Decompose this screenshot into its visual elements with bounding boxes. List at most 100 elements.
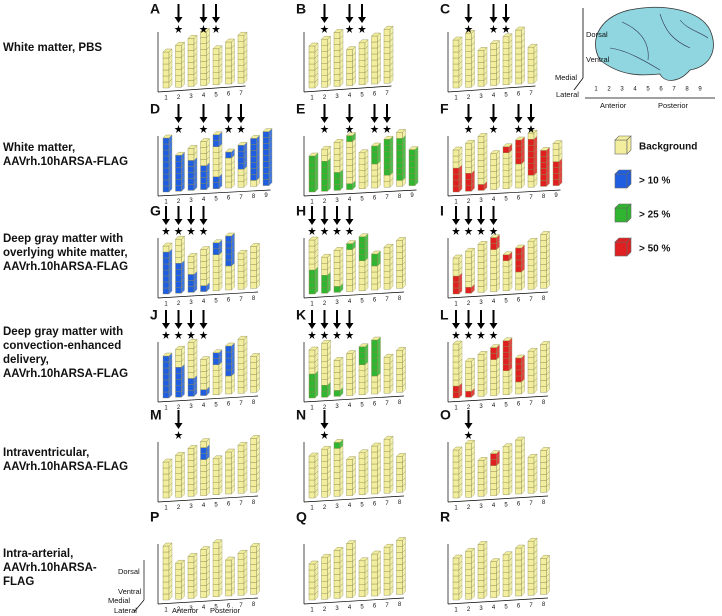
slice-top [452,340,463,345]
arrow-head [358,17,366,23]
slice-top [237,442,248,446]
slice-cell [527,475,535,482]
slice-cell [540,474,547,481]
slice-cell [175,257,182,264]
slice-number: 2 [467,607,471,613]
slice-cell [308,179,316,187]
slice-cell [383,47,391,54]
slice-cell [371,339,378,347]
slice-cell [540,174,547,181]
slice-cell [237,577,245,584]
slice-top [490,344,500,348]
slice-number: 2 [177,505,181,511]
slice-cell [371,53,378,61]
slice-cell [333,472,341,479]
slice-cell [321,563,328,570]
slice-cell [346,249,353,256]
slice-cell [452,569,460,577]
slice-cell [308,563,316,571]
slice-cell [321,45,328,52]
legend-swatch [614,173,628,189]
slice-cell [502,382,510,389]
arrow-head [320,219,329,225]
row-label: overlying white matter, [3,247,128,259]
slice-cell [477,366,485,373]
slice-cell [490,347,497,354]
slice-cell [540,386,547,393]
slice-cell [250,486,257,493]
slice-cell [237,387,245,394]
slice-cell [371,445,378,453]
slice-top [200,438,210,442]
slice-cell [358,352,366,359]
slice-cell [346,359,353,366]
slice-cell [502,60,510,67]
slice-cell [358,164,366,172]
slice-cell [250,174,257,181]
slice-cell [527,59,535,66]
slice-cell [502,36,510,43]
slice-cell [237,174,245,182]
slice-cell [200,255,207,262]
slice-cell [212,182,220,190]
slice-cell [200,249,207,256]
slice-cell [162,155,170,163]
slice-top [346,46,356,50]
slice-cell [452,361,460,369]
slice-cell [308,349,316,357]
legend-label: > 50 % [639,244,671,255]
slice-cell [396,356,403,363]
slice-cell [477,154,485,161]
slice-cell [333,160,341,167]
slice-cell [200,585,207,592]
slice-cell [175,172,182,180]
slice-cell [346,183,353,190]
slice-top [383,354,394,358]
slice-cell [552,155,560,162]
slice-cell [452,75,460,83]
arrow-head [345,219,354,225]
slice-cell [212,488,220,495]
slice-cell [225,59,232,67]
slice-cell [162,569,170,577]
slice-top [490,558,500,562]
slice-cell [200,141,207,148]
slice-cell [175,269,182,276]
slice-cell [477,586,485,593]
slice-cell [358,54,366,61]
legend-swatch-side [626,169,632,189]
slice-cell [515,29,522,37]
slice-cell [358,560,366,567]
row-label: Deep gray matter with [3,233,123,245]
key-axis [133,599,145,613]
slice-cell [383,439,391,446]
slice-cell [515,369,522,377]
slice-cell [212,140,220,148]
slice-cell [321,587,328,594]
slice-cell [396,474,403,481]
slice-cell [175,593,182,600]
slice-cell [250,138,257,145]
slice-cell [250,576,257,583]
slice-cell [383,387,391,394]
slice-cell [490,459,497,466]
slice-cell [162,581,170,589]
slice-cell [477,166,485,173]
slice-top [250,243,260,247]
slice-top [187,553,198,557]
slice-cell [321,68,328,76]
brain-axes [573,8,715,99]
slice-cell [465,551,472,558]
axis-label: Lateral [114,606,137,615]
slice-cell [465,166,472,174]
slice-cell [333,454,341,461]
slice-cell [225,375,232,383]
slice-cell [502,578,510,585]
slice-cell [465,57,472,64]
arrow-head [514,117,523,123]
slice-cell [321,57,328,64]
slice-cell [452,391,460,399]
slice-cell [502,158,510,166]
slice-cell [262,137,270,144]
slice-cell [321,269,328,276]
